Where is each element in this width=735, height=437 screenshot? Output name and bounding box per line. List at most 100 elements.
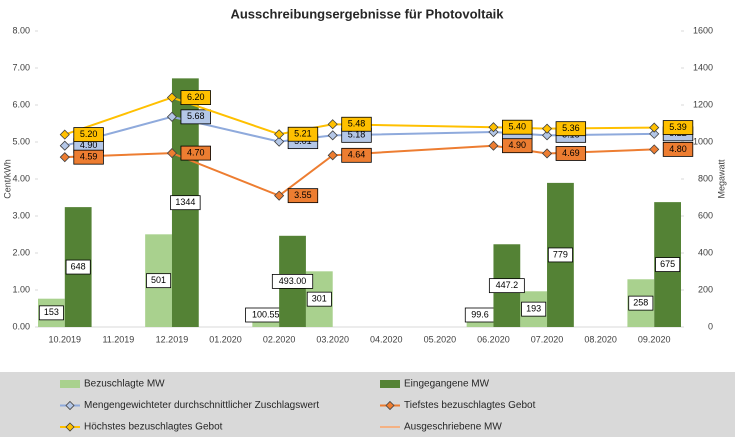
line-marker [59,152,70,163]
x-tick-label: 05.2020 [424,334,457,344]
line-label-box [341,116,372,132]
line-marker [649,122,660,133]
line-marker [541,123,553,134]
bar-label: 675 [660,259,675,269]
line-marker [649,144,660,155]
line-marker [488,140,499,151]
line-marker [327,119,338,130]
x-tick-label: 11.2019 [102,334,134,344]
line-label: 4.64 [348,150,366,160]
y2-tick-label: 400 [698,247,713,257]
line-label: 5.40 [508,122,526,132]
legend-label: Höchstes bezuschlagtes Gebot [84,422,223,433]
y-axis-title: Cent/kWh [2,159,12,199]
legend-swatch [380,380,400,388]
line-label: 5.48 [348,119,366,129]
x-tick-label: 08.2020 [584,334,617,344]
y-tick-label: 1.00 [12,284,30,294]
x-tick-label: 09.2020 [638,334,671,344]
bar-label-box [38,305,64,321]
line-label: 5.21 [294,129,312,139]
y2-tick-label: 0 [708,321,713,331]
x-tick-label: 03.2020 [316,334,349,344]
line-label-box [555,121,587,137]
y2-tick-label: 1600 [693,25,713,35]
line-marker [649,128,660,139]
y2-tick-label: 1400 [693,62,713,72]
bar-label: 501 [151,275,166,285]
bar-label: 99.6 [471,309,489,319]
bar-label-box [146,273,172,289]
line-label: 4.70 [187,147,205,157]
line-label: 5.20 [80,129,98,139]
x-tick-label: 07.2020 [531,334,564,344]
line-label-box [662,120,694,135]
y2-tick-label: 1200 [693,99,713,109]
chart-title: Ausschreibungsergebnisse für Photovoltai… [230,6,504,21]
legend-swatch [60,380,80,388]
line-label: 6.20 [187,92,205,102]
line-marker [327,150,338,161]
line-marker [274,190,285,201]
y2-axis-title: Megawatt [716,159,726,199]
line-marker [274,136,285,147]
line-label: 5.36 [562,123,580,133]
bar-label-box [628,295,654,311]
bar-label: 100.55 [252,309,280,319]
y-tick-label: 8.00 [12,25,30,35]
bar-label: 153 [44,307,59,317]
line-marker [166,92,178,103]
x-tick-label: 06.2020 [477,334,510,344]
line-label-box [287,188,319,204]
line-label: 3.55 [294,190,312,200]
y-tick-label: 3.00 [12,210,30,220]
bar-label: 648 [71,261,86,271]
y2-tick-label: 600 [698,210,713,220]
line-label-box [287,126,319,142]
line-marker [166,111,178,122]
line-label: 4.80 [669,144,687,154]
line-marker [166,148,178,159]
line-marker [541,148,553,159]
x-tick-label: 04.2020 [370,334,403,344]
line-label-box [180,109,211,125]
bar-label-box [65,259,91,275]
line-marker [541,130,553,141]
y-tick-label: 6.00 [12,99,30,109]
y-tick-label: 5.00 [12,136,30,146]
y2-tick-label: 200 [698,284,713,294]
line-label: 5.18 [348,130,366,140]
line-label-box [73,127,104,142]
line-label: 4.90 [508,140,526,150]
bar-label-box [521,301,547,317]
bar-label: 301 [312,294,327,304]
legend-marker [65,422,75,432]
y-tick-label: 7.00 [12,62,30,72]
bar-label: 447.2 [496,280,519,290]
line-marker [59,129,70,140]
line-label-box [502,119,533,135]
bar-label-box [170,195,201,211]
y2-tick-label: 800 [698,173,713,183]
line-label-box [502,138,533,154]
bar-label: 193 [526,304,541,314]
legend-background [0,372,735,437]
bar-label-box [655,257,681,272]
bar-label-box [271,273,314,289]
bar-label: 493.00 [279,276,307,286]
x-tick-label: 12.2019 [156,334,189,344]
x-tick-label: 10.2019 [49,334,82,344]
line-label: 5.39 [669,122,687,132]
bar-label-box [306,291,332,307]
bar-label-box [488,278,525,294]
line-label-box [555,146,587,161]
line-label-box [662,141,694,157]
line-label-box [341,147,372,163]
line-label: 4.69 [562,148,580,158]
legend-label: Bezuschlagte MW [84,379,165,390]
y2-tick-label: 1000 [693,136,713,146]
line-marker [488,122,499,133]
legend-label: Mengengewichteter durchschnittlicher Zus… [84,400,319,411]
line-label: 4.59 [80,152,98,162]
